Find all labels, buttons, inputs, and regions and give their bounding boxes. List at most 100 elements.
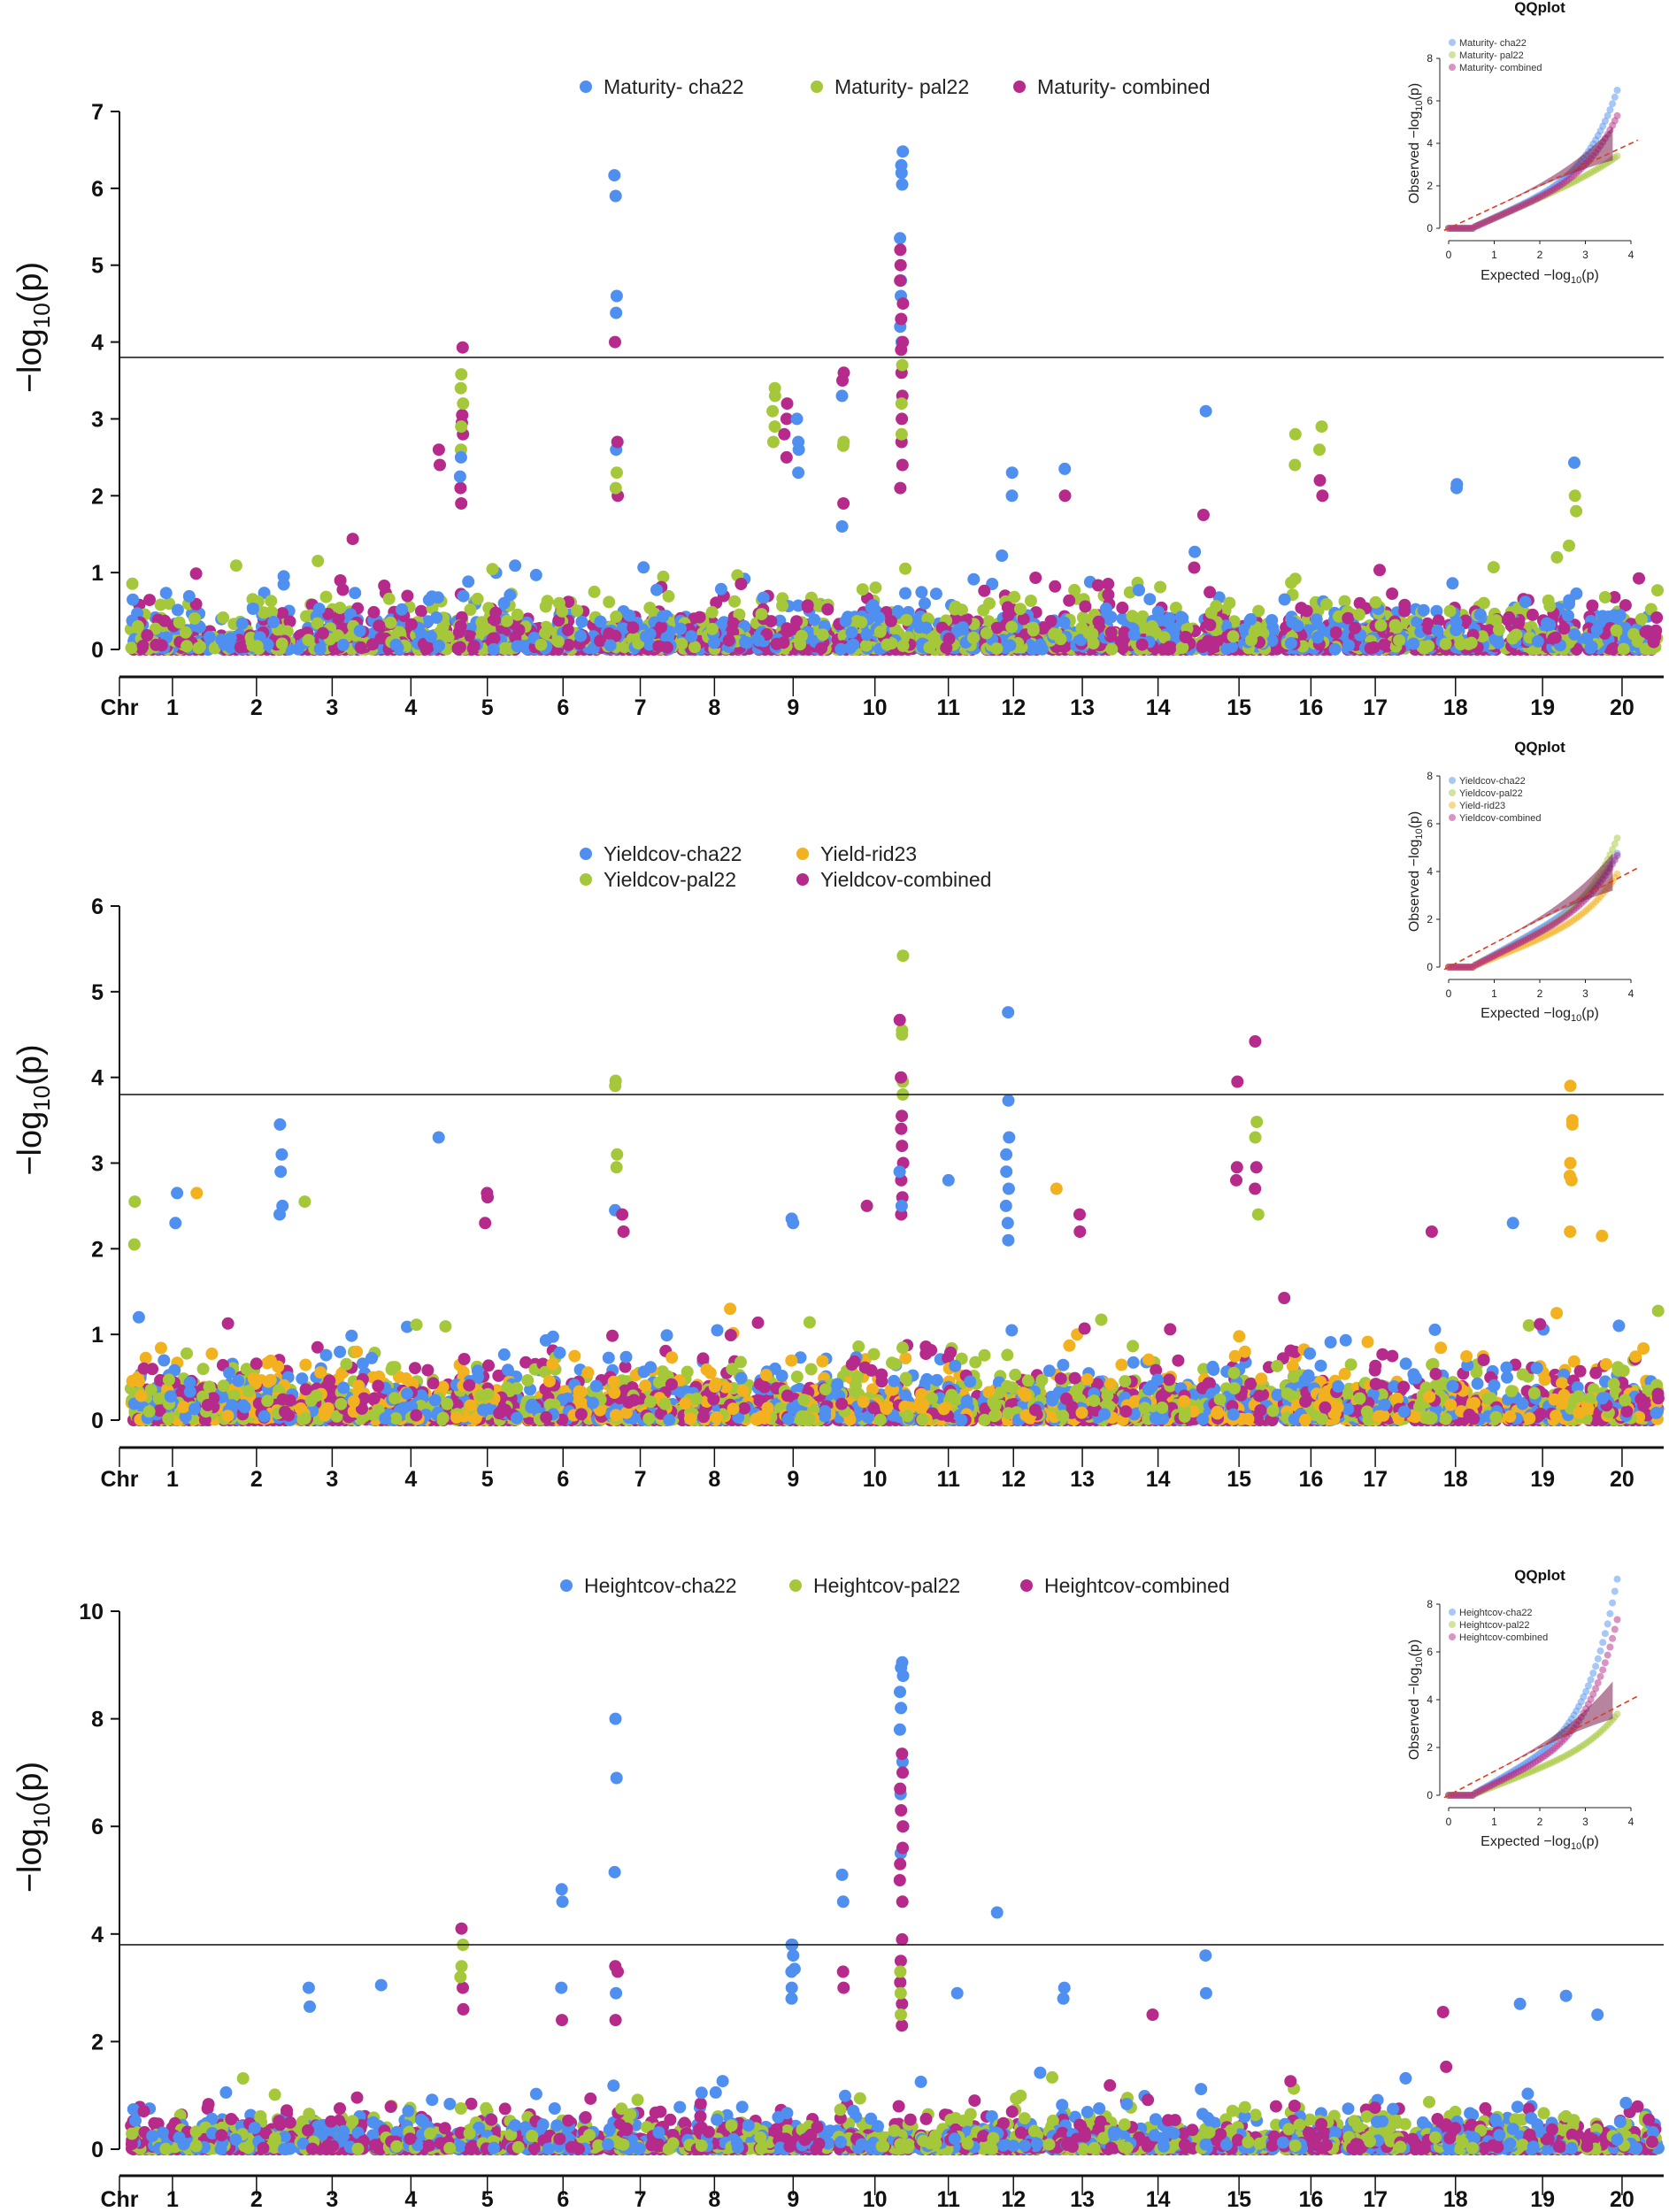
point-comb (1373, 564, 1386, 577)
peak-point-cha (1005, 466, 1019, 480)
point-pal (859, 639, 873, 652)
qq-y-label-prefix: Observed −log (1407, 111, 1422, 204)
point-comb (158, 614, 172, 627)
legend-marker (580, 81, 592, 93)
point-comb (136, 640, 150, 652)
qq-y-tick-label: 6 (1427, 95, 1433, 107)
legend-item: Maturity- pal22 (811, 75, 969, 98)
qq-legend-label: Maturity- cha22 (1459, 38, 1527, 49)
peak-point-pal (895, 397, 908, 411)
y-tick-label: 3 (91, 1152, 104, 1177)
point-cha (1417, 603, 1430, 617)
point-comb (1102, 578, 1115, 590)
y-tick-label: 2 (91, 1237, 104, 1262)
point-cha (218, 638, 231, 651)
point-pal (923, 641, 936, 654)
y-tick-label: 6 (91, 895, 104, 919)
qq-x-label-suffix: (p) (1581, 268, 1599, 283)
point-cha (1291, 619, 1304, 633)
point-comb (1180, 631, 1192, 644)
point-comb (1188, 561, 1201, 574)
point-pal (217, 611, 230, 624)
qq-x-tick-label: 2 (1537, 249, 1543, 261)
qq-point (1606, 106, 1614, 114)
chromosome-label: 2 (250, 695, 263, 720)
point-comb (1639, 626, 1652, 639)
peak-point-cha (790, 412, 804, 426)
point-cha (235, 617, 249, 630)
point-cha (433, 639, 446, 652)
point-cha (246, 603, 259, 615)
point-pal (1610, 624, 1623, 637)
point-cha (674, 622, 687, 635)
point-cha (574, 629, 588, 642)
peak-point-comb (896, 458, 909, 472)
point-pal (900, 613, 913, 626)
peak-point-cha (453, 470, 466, 483)
peak-point-pal (609, 481, 622, 495)
point-comb (512, 624, 526, 636)
peak-point-pal (766, 435, 780, 449)
point-pal (1320, 598, 1333, 611)
point-pal (873, 626, 887, 638)
point-comb (1300, 604, 1313, 618)
point-comb (1135, 638, 1149, 651)
point-cha (1430, 604, 1443, 618)
point-pal (1390, 621, 1404, 634)
peak-point-cha (1568, 456, 1581, 469)
peak-point-pal (1288, 458, 1302, 472)
peak-point-pal (768, 420, 781, 434)
point-pal (188, 612, 201, 625)
legend-marker (1013, 81, 1026, 93)
point-comb (354, 641, 367, 654)
point-pal (1126, 610, 1139, 623)
peak-point-pal (1315, 420, 1328, 434)
point-cha (1244, 613, 1258, 626)
point-cha (899, 587, 911, 600)
point-cha (1531, 634, 1544, 648)
chromosome-label: 13 (1070, 695, 1095, 720)
point-comb (1353, 596, 1366, 610)
point-cha (757, 591, 770, 604)
point-cha (509, 559, 522, 572)
point-pal (539, 626, 552, 640)
point-comb (735, 578, 748, 590)
point-pal (265, 595, 278, 608)
point-comb (486, 632, 499, 645)
point-cha (462, 575, 475, 588)
point-comb (942, 632, 956, 645)
point-comb (453, 641, 466, 654)
point-cha (845, 626, 858, 639)
peak-point-comb (434, 458, 446, 472)
peak-point-cha (609, 189, 622, 203)
point-comb (1349, 621, 1362, 634)
point-pal (552, 596, 565, 610)
point-comb (346, 533, 359, 546)
peak-point-comb (780, 450, 793, 464)
point-cha (432, 591, 444, 604)
peak-point-cha (792, 466, 805, 480)
point-pal (899, 562, 911, 575)
qq-y-tick-label: 4 (1427, 137, 1433, 150)
point-cha (1004, 639, 1017, 652)
y-tick-label: 2 (91, 484, 104, 509)
peak-point-pal (1570, 504, 1583, 518)
point-pal (603, 595, 616, 609)
point-pal (816, 628, 829, 641)
point-pal (1014, 603, 1027, 616)
qq-point (1611, 93, 1619, 101)
point-pal (1454, 638, 1467, 650)
chromosome-label: 15 (1227, 695, 1251, 720)
y-tick-label: 0 (91, 638, 104, 663)
point-pal (1248, 626, 1261, 639)
chromosome-label: 9 (787, 695, 799, 720)
point-pal (1617, 642, 1630, 656)
peak-point-cha (896, 178, 909, 191)
chromosome-label: 18 (1443, 695, 1468, 720)
qq-x-label-prefix: Expected −log (1481, 268, 1571, 283)
point-comb (1116, 601, 1129, 614)
y-axis-label-sub: 10 (28, 303, 55, 328)
point-pal (949, 600, 962, 613)
point-cha (808, 613, 821, 626)
